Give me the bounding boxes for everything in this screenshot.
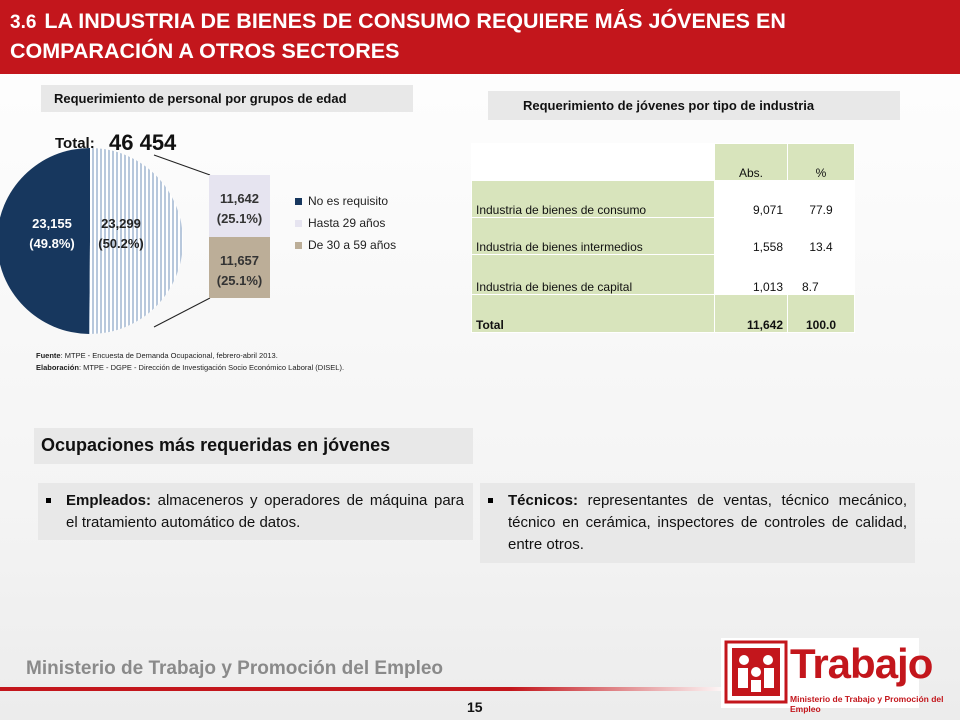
pie-slice-requisito [89,148,184,334]
legend-label: De 30 a 59 años [308,238,397,252]
pie-label-right: 23,299 (50.2%) [92,214,150,254]
occupations-title-box [34,428,473,464]
total-value: 46 454 [109,130,177,155]
bar-top-label: 11,642 (25.1%) [209,189,270,229]
table-header-empty [471,143,715,181]
bar-top-pct: (25.1%) [216,211,263,226]
row-label: Industria de bienes de consumo [471,180,715,218]
row-pct: 13.4 [787,217,855,255]
occupation-item-1: Empleados: almaceneros y operadores de m… [46,490,464,534]
table-row: Industria de bienes de capital 1,013 8.7 [471,254,855,295]
occupation-box-1 [38,483,473,540]
legend-label: Hasta 29 años [308,216,386,230]
total-row-label: Total [471,294,715,333]
row-abs: 9,071 [714,180,788,218]
left-subtitle: Requerimiento de personal por grupos de … [54,91,347,106]
pie-left-pct: (49.8%) [29,236,75,251]
legend-item: No es requisito [295,190,396,212]
row-abs: 1,558 [714,217,788,255]
footer-divider [0,687,730,691]
legend-label: No es requisito [308,194,389,208]
occupation-text: almaceneros y operadores de máquina para… [66,492,464,531]
elab-label: Elaboración [36,363,79,372]
table-total-row: Total 11,642 100.0 [471,294,855,333]
elab-text: : MTPE - DGPE - Dirección de Investigaci… [78,363,345,372]
occupation-text: representantes de ventas, técnico mecáni… [508,492,907,553]
occupation-bold: Técnicos: [508,492,579,509]
occupations-title: Ocupaciones más requeridas en jóvenes [41,435,391,455]
occupation-item-2: Técnicos: representantes de ventas, técn… [488,490,907,556]
source-label: Fuente [36,351,61,360]
title-line-1: LA INDUSTRIA DE BIENES DE CONSUMO REQUIE… [44,9,786,33]
right-subtitle-box [488,91,900,120]
pie-right-pct: (50.2%) [98,236,144,251]
section-number: 3.6 [10,12,37,33]
page-title: 3.6 LA INDUSTRIA DE BIENES DE CONSUMO RE… [10,7,950,66]
occupation-box-2 [480,483,915,563]
left-subtitle-box [41,85,413,112]
pie-label-left: 23,155 (49.8%) [24,214,80,254]
pie-left-value: 23,155 [32,216,72,231]
logo-subtitle: Ministerio de Trabajo y Promoción del Em… [790,694,944,714]
bar-bottom-value: 11,657 [219,253,260,268]
bar-hasta-29 [209,175,270,237]
pie-right-value: 23,299 [101,216,141,231]
page-number: 15 [467,699,483,715]
connector-bottom [153,297,211,328]
bar-top-value: 11,642 [219,191,260,206]
source-text: : MTPE - Encuesta de Demanda Ocupacional… [60,351,278,360]
table-row: Industria de bienes de consumo 9,071 77.… [471,180,855,218]
bar-30-59 [209,237,270,298]
legend-swatch-30-59 [295,241,302,249]
legend-item: De 30 a 59 años [295,234,396,256]
bullet-square-icon [46,498,51,503]
bar-bottom-pct: (25.1%) [216,273,263,288]
row-label: Industria de bienes intermedios [471,217,715,255]
right-subtitle: Requerimiento de jóvenes por tipo de ind… [523,98,815,113]
legend-item: Hasta 29 años [295,212,396,234]
total-label: Total: [55,135,95,152]
connector-top [153,154,211,176]
row-pct: 77.9 [787,180,855,218]
table-row: Industria de bienes intermedios 1,558 13… [471,217,855,255]
row-abs: 1,013 [714,254,788,295]
source-note: Fuente: MTPE - Encuesta de Demanda Ocupa… [36,350,344,374]
legend-swatch-hasta-29 [295,219,302,227]
chart-legend: No es requisito Hasta 29 años De 30 a 59… [295,190,396,256]
legend-swatch-no-requisito [295,197,302,205]
bullet-square-icon [488,498,493,503]
logo-word: Trabajo [790,640,933,687]
bar-bottom-label: 11,657 (25.1%) [209,251,270,291]
title-banner: 3.6 LA INDUSTRIA DE BIENES DE CONSUMO RE… [0,0,960,74]
pie-slice-no-requisito [0,148,90,334]
table-header-row: Abs. % [471,143,855,181]
total-row-abs: 11,642 [714,294,788,333]
table-header-pct: % [787,143,855,181]
title-line-2: COMPARACIÓN A OTROS SECTORES [10,39,400,63]
industry-table: Abs. % Industria de bienes de consumo 9,… [471,143,855,333]
row-label: Industria de bienes de capital [471,254,715,295]
trabajo-logo-icon [724,640,788,704]
occupation-bold: Empleados: [66,492,152,509]
row-pct: 8.7 [787,254,855,295]
table-header-abs: Abs. [714,143,788,181]
ministry-name: Ministerio de Trabajo y Promoción del Em… [26,658,444,679]
total-row-pct: 100.0 [787,294,855,333]
